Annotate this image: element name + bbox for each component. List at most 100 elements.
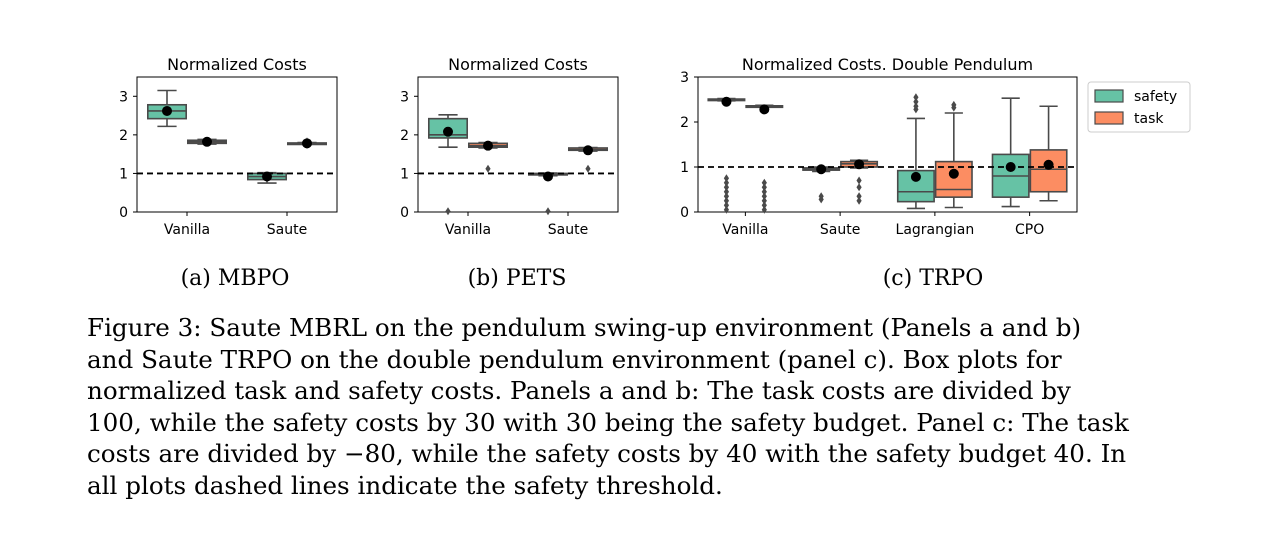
outlier-point (723, 183, 730, 192)
mean-marker (948, 168, 959, 179)
mean-marker (483, 140, 493, 151)
x-tick-label: CPO (1015, 222, 1044, 238)
legend-swatch-safety (1094, 89, 1124, 103)
safety-box (147, 89, 188, 128)
outlier-point (761, 196, 767, 205)
y-tick-label: 3 (119, 89, 128, 105)
y-tick-label: 0 (680, 205, 689, 221)
outlier-point (913, 105, 919, 114)
task-box (745, 104, 784, 214)
y-tick-label: 2 (400, 128, 409, 144)
y-tick-label: 1 (400, 166, 409, 182)
outlier-point (723, 205, 730, 214)
x-tick-label: Lagrangian (896, 222, 975, 238)
legend-swatch-task (1094, 111, 1124, 125)
task-box (467, 140, 508, 173)
subcaption-b: (b) PETS (467, 266, 567, 291)
y-tick-label: 3 (400, 89, 409, 105)
legend-label-task: task (1134, 111, 1164, 127)
outlier-point (913, 93, 919, 102)
outlier-point (723, 174, 730, 183)
outlier-point (545, 207, 551, 216)
y-tick-label: 0 (400, 205, 409, 221)
y-tick-label: 2 (680, 115, 689, 131)
safety-box (707, 96, 746, 214)
y-tick-label: 1 (680, 160, 689, 176)
legend: safety task (1087, 81, 1191, 133)
chart-title: Normalized Costs. Double Pendulum (742, 55, 1033, 74)
outlier-point (913, 97, 919, 106)
y-tick-label: 2 (119, 128, 128, 144)
subcaption-c: (c) TRPO (882, 266, 984, 291)
chart-title: Normalized Costs (448, 55, 588, 74)
outlier-point (761, 201, 767, 210)
task-box (286, 137, 327, 149)
outlier-point (485, 164, 491, 173)
outlier-point (723, 196, 730, 205)
task-box (1029, 105, 1068, 202)
outlier-point (723, 178, 730, 187)
safety-box (427, 114, 468, 216)
plot-frame (417, 76, 619, 213)
safety-box (527, 171, 568, 216)
x-tick-label: Vanilla (164, 222, 210, 238)
safety-box (991, 97, 1030, 208)
legend-label-safety: safety (1134, 89, 1177, 105)
outlier-point (761, 192, 767, 201)
outlier-point (445, 207, 451, 216)
caption-line: costs are divided by −80, while the safe… (87, 439, 1127, 468)
chart-title: Normalized Costs (167, 55, 307, 74)
safety-box (802, 164, 841, 204)
outlier-point (761, 183, 767, 192)
outlier-point (723, 201, 730, 210)
outlier-point (856, 196, 862, 205)
mean-marker (583, 145, 593, 156)
caption-line: Figure 3: Saute MBRL on the pendulum swi… (87, 313, 1082, 342)
y-tick-label: 0 (119, 205, 128, 221)
caption-line: 100, while the safety costs by 30 with 3… (87, 407, 1129, 437)
task-box (187, 136, 228, 147)
caption-line: and Saute TRPO on the double pendulum en… (87, 344, 1062, 374)
chart-panel-b: Normalized Costs 0 1 2 3 Vanilla Saute (400, 55, 619, 238)
subcaption-a: (a) MBPO (180, 266, 290, 291)
outlier-point (585, 164, 591, 173)
outlier-point (856, 176, 862, 185)
iqr-box (934, 160, 973, 198)
plot-frame (136, 76, 338, 213)
plot-frame (697, 76, 1078, 213)
outlier-point (856, 183, 862, 192)
mean-marker (302, 138, 312, 149)
outlier-point (761, 187, 767, 196)
x-tick-label: Saute (548, 222, 588, 238)
mean-marker (202, 136, 212, 147)
figure-caption: Figure 3: Saute MBRL on the pendulum swi… (87, 312, 1227, 501)
mean-marker (443, 126, 453, 137)
chart-panel-c: Normalized Costs. Double Pendulum 0 1 2 3 Van… (680, 55, 1078, 238)
x-tick-label: Saute (267, 222, 307, 238)
mean-marker (910, 171, 921, 182)
task-box (934, 100, 973, 209)
caption-line: all plots dashed lines indicate the safe… (87, 470, 723, 500)
y-tick-label: 3 (680, 70, 689, 86)
chart-panel-a: Normalized Costs 0 1 2 3 Vanilla Saute (119, 55, 338, 238)
caption-line: normalized task and safety costs. Panels… (87, 376, 1071, 405)
safety-box (896, 93, 935, 210)
mean-marker (759, 104, 770, 115)
outlier-point (723, 187, 730, 196)
mean-marker (816, 164, 827, 175)
x-tick-label: Vanilla (722, 222, 768, 238)
x-tick-label: Vanilla (445, 222, 491, 238)
mean-marker (162, 105, 172, 116)
task-box (567, 145, 608, 173)
outlier-point (818, 195, 824, 204)
mean-marker (721, 96, 732, 107)
y-tick-label: 1 (119, 166, 128, 182)
outlier-point (723, 192, 730, 201)
outlier-point (761, 178, 767, 187)
outlier-point (951, 103, 957, 112)
outlier-point (856, 192, 862, 201)
mean-marker (1043, 159, 1054, 170)
outlier-point (761, 205, 767, 214)
iqr-box (1029, 149, 1068, 193)
